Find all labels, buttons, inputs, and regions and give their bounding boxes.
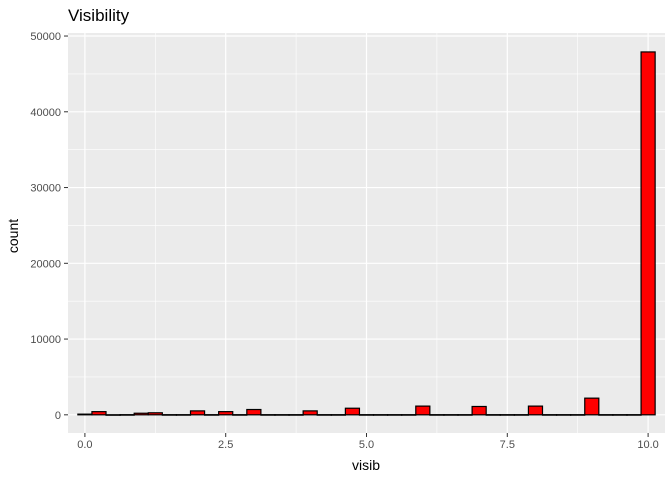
histogram-bar: [626, 414, 642, 416]
x-tick-label: 2.5: [218, 439, 233, 451]
histogram-bar: [274, 414, 290, 416]
histogram-bar: [316, 414, 332, 416]
histogram-bar: [555, 414, 572, 416]
y-tick-label: 30000: [30, 183, 61, 195]
histogram-bar: [598, 414, 614, 416]
x-tick-label: 5.0: [359, 439, 374, 451]
histogram-bar: [401, 414, 417, 416]
y-tick-label: 40000: [30, 107, 61, 119]
chart-title: Visibility: [68, 6, 130, 25]
histogram-bar: [105, 414, 121, 416]
histogram-bar: [499, 414, 515, 416]
histogram-bar: [485, 414, 501, 416]
histogram-bar: [133, 412, 149, 416]
histogram-bar: [218, 411, 234, 416]
histogram-bar: [260, 414, 276, 416]
histogram-bar: [344, 407, 361, 416]
histogram-bar: [91, 411, 107, 416]
histogram-bar: [119, 414, 135, 416]
x-axis-title: visib: [352, 457, 380, 473]
x-tick-label: 7.5: [500, 439, 515, 451]
histogram-bar: [288, 414, 304, 416]
histogram-bar: [372, 414, 389, 416]
histogram-bar: [302, 410, 318, 416]
histogram-bar: [147, 412, 163, 416]
histogram-bar: [527, 405, 544, 416]
x-axis: 0.0 2.5 5.0 7.5 10.0: [77, 433, 659, 451]
histogram-bar: [584, 397, 600, 416]
x-tick-label: 0.0: [77, 439, 92, 451]
histogram-bar: [77, 413, 93, 416]
histogram-bar: [429, 414, 445, 416]
y-tick-label: 10000: [30, 334, 61, 346]
histogram-bar: [175, 414, 192, 416]
histogram-bar: [457, 414, 473, 416]
histogram-bar: [161, 414, 178, 416]
y-axis-title: count: [5, 219, 21, 253]
histogram-bar: [246, 408, 262, 416]
histogram-bar: [513, 414, 530, 416]
histogram-bar: [189, 410, 206, 416]
histogram-bar: [640, 51, 656, 416]
y-axis: 0 10000 20000 30000 40000 50000: [30, 31, 68, 422]
histogram-bar: [541, 414, 558, 416]
histogram-bars: [77, 51, 656, 416]
histogram-bar: [232, 414, 248, 416]
histogram-bar: [387, 414, 403, 416]
histogram-bar: [330, 414, 346, 416]
y-tick-label: 50000: [30, 31, 61, 43]
histogram-bar: [443, 414, 459, 416]
histogram-bar: [203, 414, 220, 416]
y-tick-label: 0: [55, 410, 61, 422]
histogram-bar: [415, 405, 431, 416]
x-tick-label: 10.0: [637, 439, 658, 451]
histogram-bar: [358, 414, 375, 416]
histogram-bar: [471, 405, 487, 416]
histogram-bar: [612, 414, 628, 416]
histogram-bar: [570, 414, 586, 416]
y-tick-label: 20000: [30, 258, 61, 270]
